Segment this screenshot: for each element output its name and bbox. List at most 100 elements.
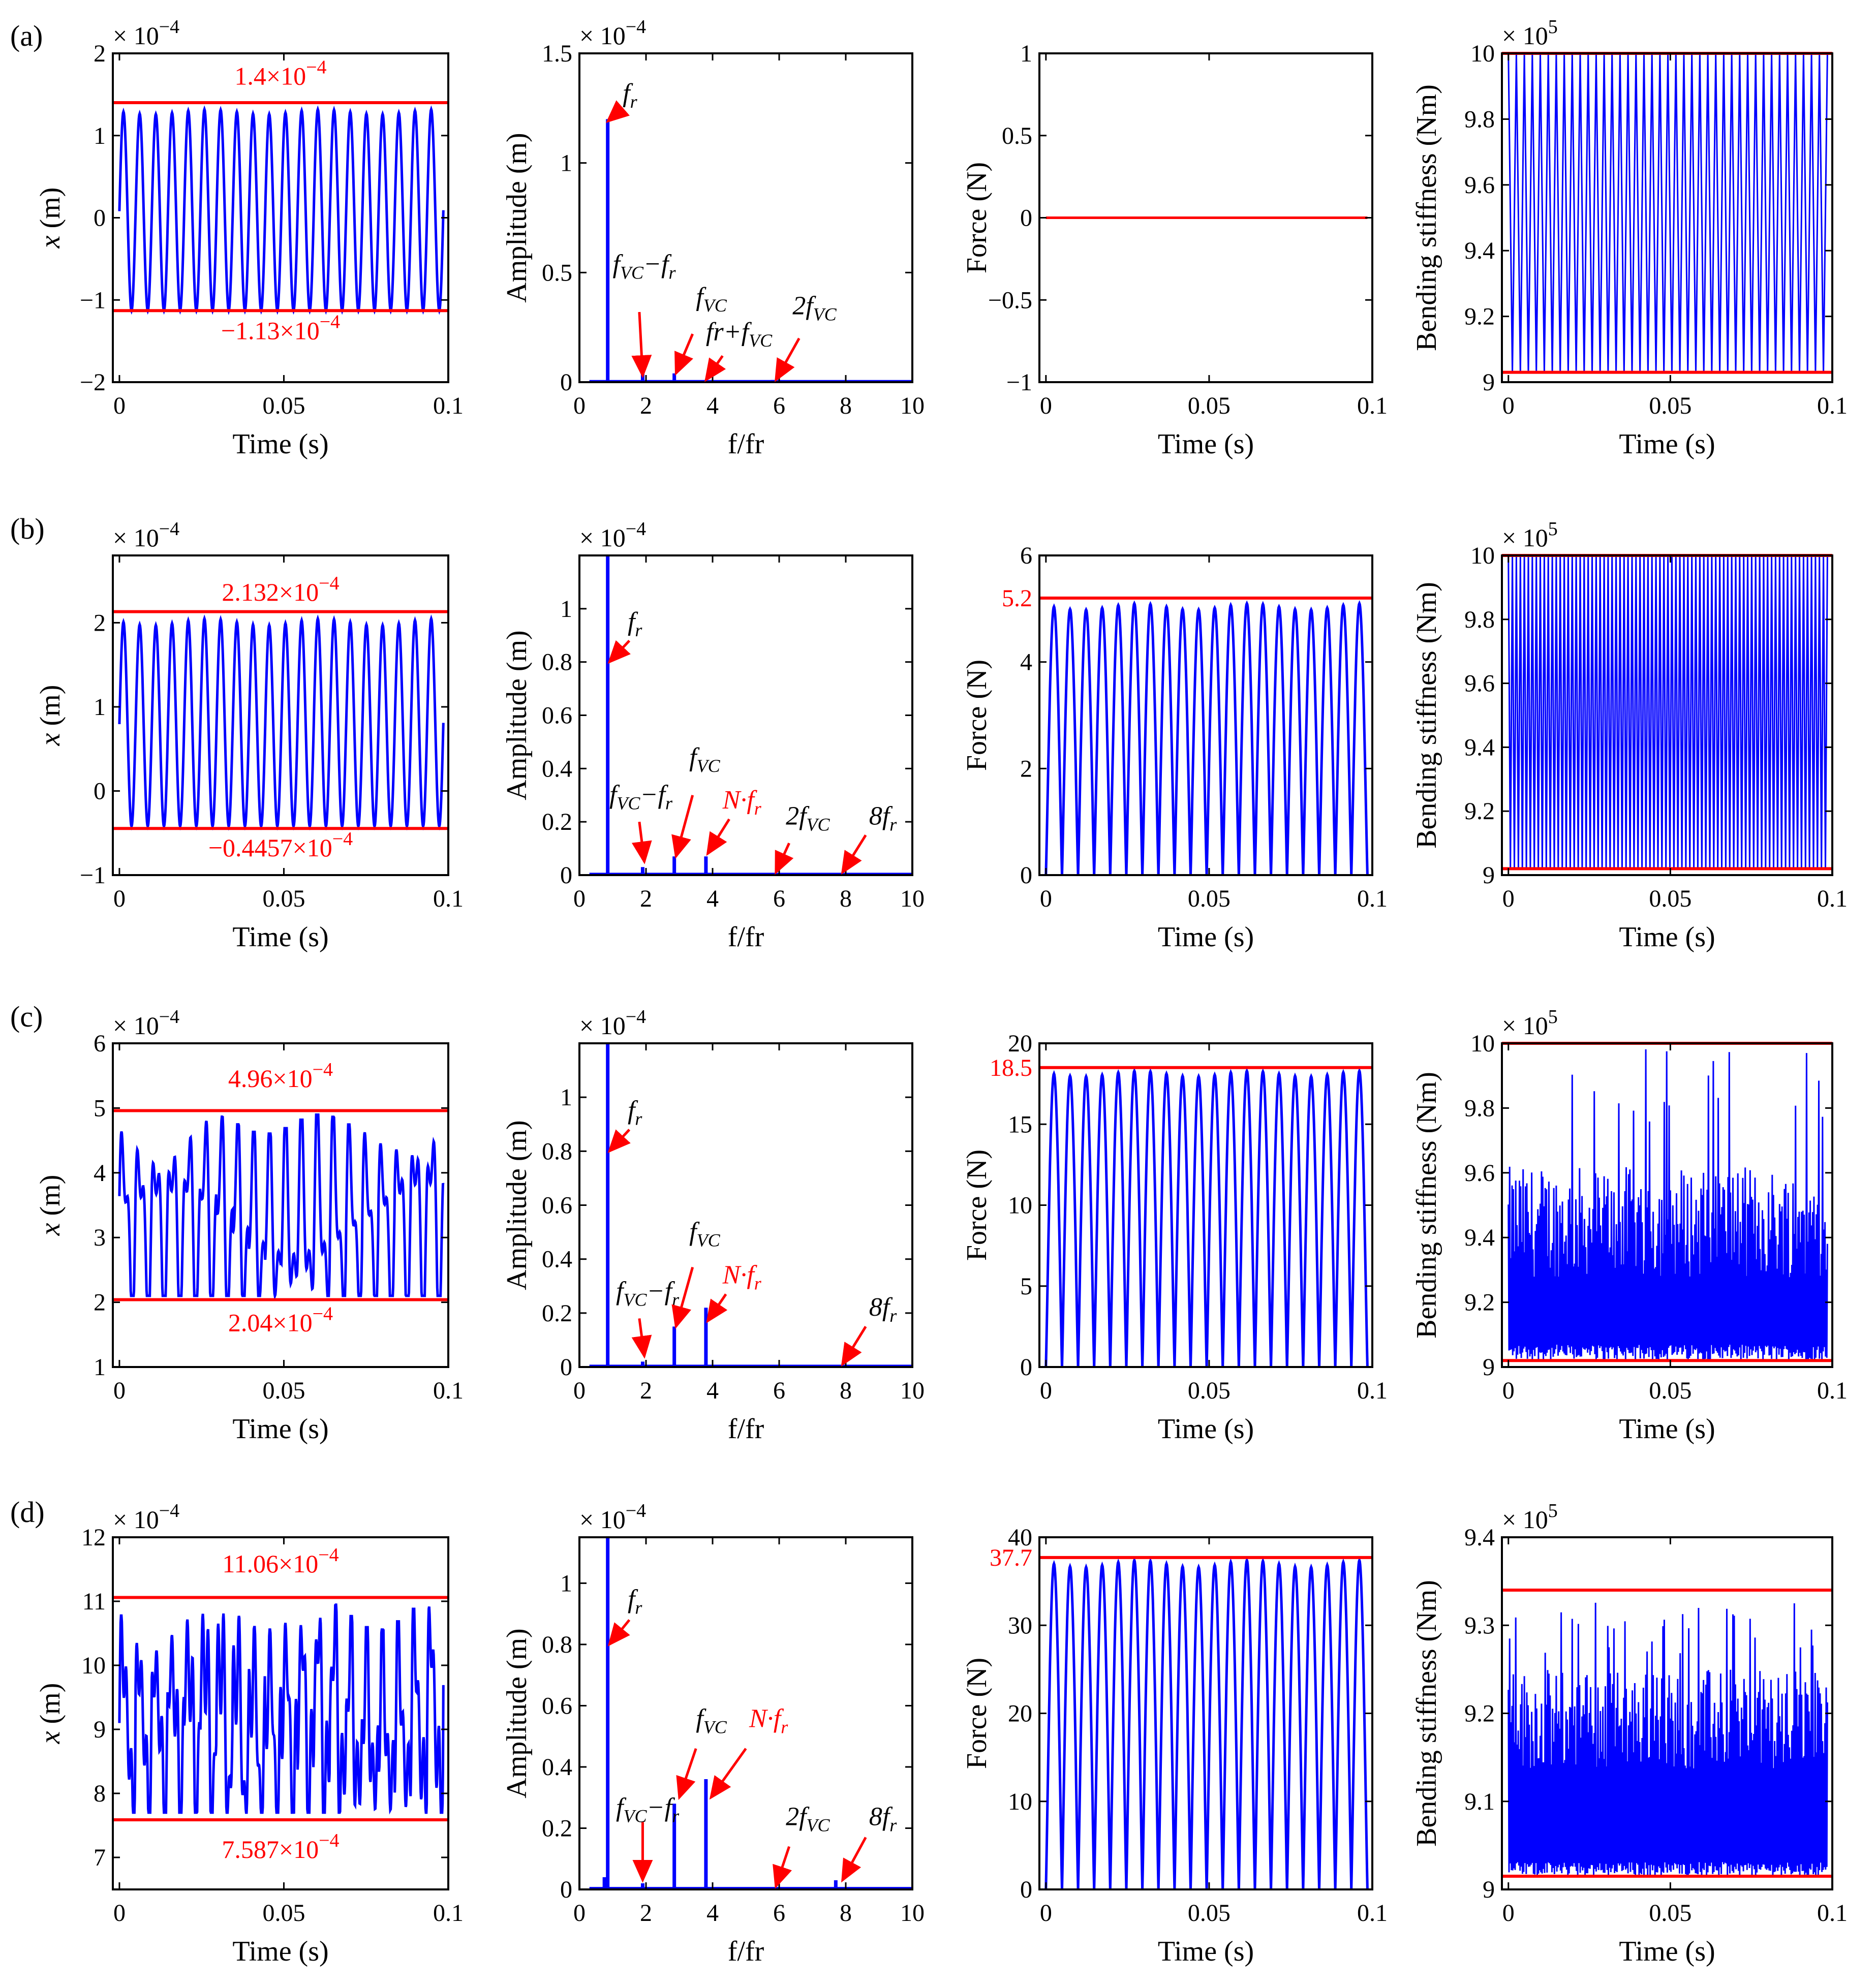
signal-line [118, 1603, 445, 1815]
axes-box [578, 1536, 913, 1890]
x-tick-label: 0 [113, 1377, 126, 1404]
y-axis-label: Force (N) [961, 162, 993, 273]
axis-exponent: × 10−4 [113, 518, 179, 552]
x-axis-label: Time (s) [232, 921, 328, 953]
y-axis-label: x (m) [35, 1683, 66, 1745]
subplot-b-2: 0 2 4 6 0 0.05 0.1 Time (s) Force (N) 5.2 [961, 542, 1388, 953]
y-tick-label: 0.8 [542, 1631, 572, 1658]
y-tick-label: 5 [94, 1095, 106, 1122]
axis-exponent: × 10−4 [113, 16, 179, 50]
x-tick-label: 0.1 [1357, 1900, 1388, 1927]
y-tick-label: 1 [560, 150, 572, 177]
axes-box [1501, 554, 1833, 876]
limit-annotation: −0.4457×10−4 [208, 828, 353, 862]
y-tick-label: 0.6 [542, 702, 572, 729]
y-tick-label: 15 [1008, 1111, 1032, 1138]
axis-exponent: × 10−4 [579, 518, 646, 552]
axes-box [112, 554, 449, 876]
limit-value-label: 18.5 [990, 1054, 1032, 1081]
plot-area [118, 105, 445, 316]
y-tick-label: 1 [94, 122, 106, 149]
y-tick-label: 0 [94, 778, 106, 804]
row-label: (b) [10, 512, 45, 545]
x-axis-label: f/fr [728, 1413, 764, 1445]
subplot-d-0: 7 8 9 10 11 12 0 0.05 0.1 Time (s) x (m) × 10−4 11.0… [35, 1500, 464, 1967]
x-tick-label: 8 [840, 392, 852, 419]
y-tick-label: 0.4 [542, 755, 572, 782]
signal-line [1044, 1556, 1369, 1889]
x-tick-label: 10 [900, 1377, 925, 1404]
plot-area [1508, 1049, 1828, 1361]
y-tick-label: 1 [560, 596, 572, 623]
y-axis-label: Bending stiffness (Nm) [1411, 84, 1442, 351]
x-tick-label: 0.1 [1357, 392, 1388, 419]
peak-arrow [841, 1837, 867, 1883]
axes-box [578, 52, 913, 383]
x-tick-label: 0 [573, 1900, 586, 1927]
subplot-c-3: 9 9.2 9.4 9.6 9.8 10 0 0.05 0.1 Time (s) Bending s… [1411, 1006, 1848, 1445]
x-tick-label: 0.1 [1817, 1377, 1848, 1404]
y-tick-label: −0.5 [988, 287, 1032, 314]
y-tick-label: 1.5 [542, 40, 572, 67]
peak-arrow [841, 1326, 867, 1367]
peak-arrow [676, 1748, 697, 1800]
y-tick-label: 9 [1483, 1876, 1495, 1903]
peak-arrow [631, 312, 652, 379]
peak-annotation: fr [628, 1585, 642, 1618]
y-tick-label: 0.6 [542, 1192, 572, 1219]
y-tick-label: 6 [1020, 542, 1032, 569]
y-tick-label: 9.4 [1464, 237, 1495, 264]
y-tick-label: 0 [560, 862, 572, 889]
x-tick-label: 0 [113, 885, 126, 912]
x-axis-label: Time (s) [1619, 921, 1715, 953]
y-axis-label: Amplitude (m) [501, 133, 533, 302]
x-tick-label: 0.05 [1188, 392, 1231, 419]
subplot-c-2: 0 5 10 15 20 0 0.05 0.1 Time (s) Force (N) 18.5 [961, 1030, 1388, 1445]
x-tick-label: 0 [573, 392, 586, 419]
x-tick-label: 0 [573, 1377, 586, 1404]
peak-arrow [607, 640, 631, 664]
y-axis-label: x (m) [35, 188, 66, 249]
y-tick-label: 0 [94, 205, 106, 232]
peak-annotation: fr+fVC [706, 318, 773, 351]
limit-value-label: 5.2 [1002, 585, 1032, 612]
peak-annotation: N·fr [722, 786, 762, 819]
axes-box [1501, 52, 1833, 383]
y-tick-label: 9.6 [1464, 670, 1495, 697]
y-tick-label: 1 [1020, 40, 1032, 67]
peak-annotation: 2fVC [792, 291, 837, 324]
plot-area [1508, 1602, 1828, 1876]
y-tick-label: 1 [560, 1570, 572, 1597]
y-tick-label: 9.6 [1464, 1160, 1495, 1187]
peak-arrow [674, 333, 694, 376]
peak-arrow [607, 1619, 631, 1647]
x-tick-label: 0.1 [1357, 885, 1388, 912]
x-axis-label: Time (s) [1619, 1936, 1715, 1967]
y-tick-label: 40 [1008, 1524, 1032, 1551]
peak-arrow [631, 1318, 652, 1359]
x-tick-label: 0.05 [262, 1377, 305, 1404]
plot-area [118, 1113, 445, 1301]
y-tick-label: 10 [1470, 542, 1495, 569]
y-tick-label: 9.8 [1464, 1095, 1495, 1122]
x-tick-label: 0.05 [1649, 885, 1692, 912]
x-tick-label: 0.05 [262, 392, 305, 419]
x-axis-label: Time (s) [1158, 921, 1254, 953]
peak-arrow [631, 821, 652, 864]
x-tick-label: 6 [773, 885, 785, 912]
axes-box [578, 554, 913, 876]
y-axis-label: x (m) [35, 1175, 66, 1236]
y-tick-label: 20 [1008, 1700, 1032, 1727]
subplot-c-0: 1 2 3 4 5 6 0 0.05 0.1 Time (s) x (m) × 10−4 4.96×10… [35, 1006, 464, 1445]
y-tick-label: 6 [94, 1030, 106, 1057]
plot-area [1508, 53, 1828, 372]
peak-arrow [605, 100, 630, 123]
x-tick-label: 0.1 [1357, 1377, 1388, 1404]
x-tick-label: 0.1 [433, 1377, 464, 1404]
y-tick-label: 2 [1020, 755, 1032, 782]
plot-area [589, 1537, 912, 1889]
x-tick-label: 8 [840, 1377, 852, 1404]
subplot-a-1: 0 0.5 1 1.5 0 2 4 6 8 10 f/fr Amplitude (m) × 10−4 fr… [501, 16, 925, 460]
x-tick-label: 6 [773, 392, 785, 419]
